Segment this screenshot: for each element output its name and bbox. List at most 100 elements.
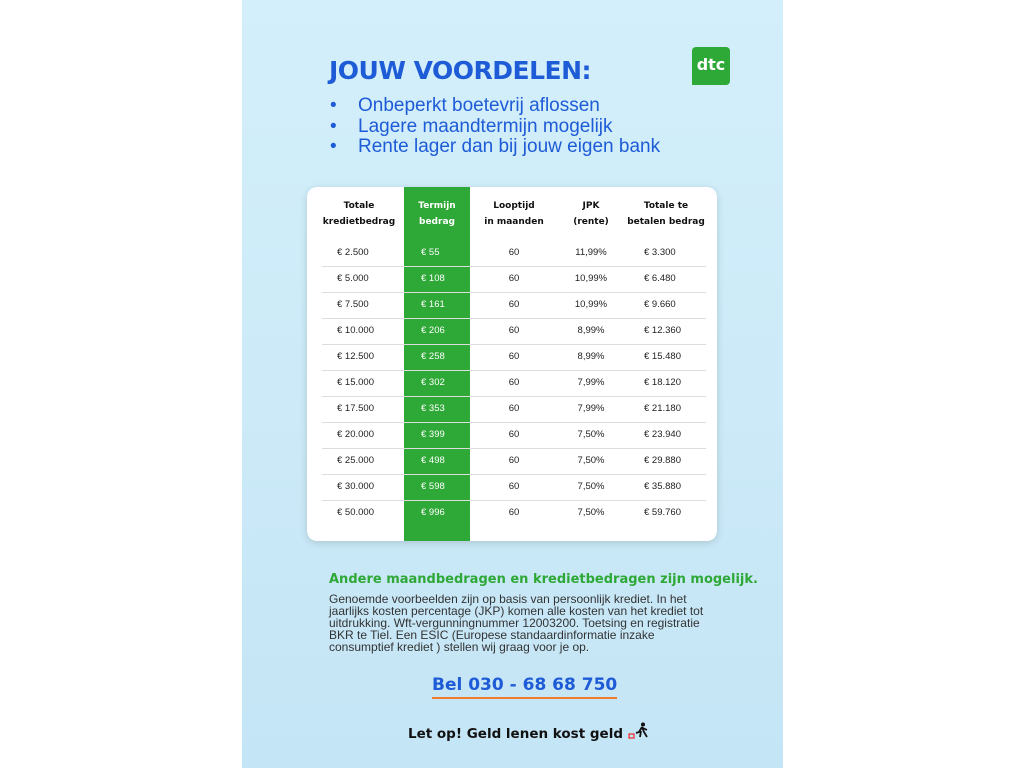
bullet-text: Rente lager dan bij jouw eigen bank bbox=[358, 136, 661, 157]
table-cell: € 2.500 bbox=[337, 247, 369, 258]
table-cell: € 18.120 bbox=[644, 377, 681, 388]
row-divider bbox=[322, 266, 706, 267]
column-header: Totale te bbox=[643, 201, 689, 211]
phone-link[interactable]: Bel 030 - 68 68 750 bbox=[432, 675, 618, 699]
row-divider bbox=[322, 474, 706, 475]
table-cell: € 17.500 bbox=[337, 403, 374, 414]
bullet-dot: • bbox=[330, 115, 337, 137]
table-cell: € 12.360 bbox=[644, 325, 681, 336]
warning-icon bbox=[628, 722, 648, 739]
column-header: JPK bbox=[582, 201, 600, 211]
column-header: Totale bbox=[343, 201, 375, 211]
row-divider bbox=[322, 370, 706, 371]
note-line: uitdrukking. Wft-vergunningnummer 120032… bbox=[329, 616, 700, 630]
table-cell: € 59.760 bbox=[644, 507, 681, 518]
table-cell: 7,50% bbox=[577, 481, 605, 492]
table-cell: 60 bbox=[508, 299, 520, 310]
table-cell: € 55 bbox=[421, 247, 440, 258]
table-cell: € 206 bbox=[421, 325, 445, 336]
table-cell: 60 bbox=[508, 351, 520, 362]
table-card: Totale kredietbedrag Termijn bedrag Looptijd… bbox=[307, 187, 717, 541]
note-line: BKR te Tiel. Een ESIC (Europese standaar… bbox=[329, 628, 655, 642]
table-cell: 60 bbox=[508, 455, 520, 466]
table-cell: € 161 bbox=[421, 299, 445, 310]
table-cell: € 10.000 bbox=[337, 325, 374, 336]
table-cell: € 302 bbox=[421, 377, 445, 388]
table-cell: € 353 bbox=[421, 403, 445, 414]
table-cell: 7,50% bbox=[577, 507, 605, 518]
table-cell: € 498 bbox=[421, 455, 445, 466]
table-cell: € 12.500 bbox=[337, 351, 374, 362]
bullet-dot: • bbox=[330, 95, 337, 116]
table-cell: 60 bbox=[508, 403, 520, 414]
table-cell: € 25.000 bbox=[337, 455, 374, 466]
table-cell: € 20.000 bbox=[337, 429, 374, 440]
table-cell: € 29.880 bbox=[644, 455, 681, 466]
column-header: betalen bedrag bbox=[627, 217, 705, 227]
note-heading: Andere maandbedragen en kredietbedragen … bbox=[329, 572, 758, 587]
table-cell: € 598 bbox=[421, 481, 445, 492]
column-header: Looptijd bbox=[493, 201, 535, 211]
column-header: in maanden bbox=[484, 217, 544, 227]
table-cell: € 9.660 bbox=[644, 299, 676, 310]
column-header: Termijn bbox=[418, 201, 456, 211]
row-divider bbox=[322, 500, 706, 501]
column-header: kredietbedrag bbox=[322, 217, 396, 227]
logo: dtc bbox=[692, 47, 730, 85]
warning-text: Let op! Geld lenen kost geld bbox=[408, 726, 623, 742]
table-cell: 10,99% bbox=[574, 273, 608, 284]
table-cell: 10,99% bbox=[574, 299, 608, 310]
table-cell: 60 bbox=[508, 247, 520, 258]
row-divider bbox=[322, 422, 706, 423]
table-cell: € 7.500 bbox=[337, 299, 369, 310]
table-cell: € 30.000 bbox=[337, 481, 374, 492]
note-line: consumptief krediet ) stellen wij graag … bbox=[329, 640, 590, 654]
warning: Let op! Geld lenen kost geld bbox=[408, 722, 650, 742]
row-divider bbox=[322, 448, 706, 449]
bullet-text: Onbeperkt boetevrij aflossen bbox=[358, 95, 600, 116]
highlight-column bbox=[404, 187, 470, 541]
table-cell: 8,99% bbox=[577, 351, 605, 362]
table-cell: € 23.940 bbox=[644, 429, 681, 440]
table-cell: 8,99% bbox=[577, 325, 605, 336]
row-divider bbox=[322, 292, 706, 293]
table-cell: € 3.300 bbox=[644, 247, 676, 258]
table-cell: € 15.000 bbox=[337, 377, 374, 388]
note-line: Genoemde voorbeelden zijn op basis van p… bbox=[329, 592, 687, 606]
bullet-dot: • bbox=[330, 136, 337, 157]
table-cell: € 50.000 bbox=[337, 507, 374, 518]
table-cell: 60 bbox=[508, 325, 520, 336]
column-header: bedrag bbox=[419, 217, 455, 227]
table-cell: € 996 bbox=[421, 507, 445, 518]
table-cell: € 6.480 bbox=[644, 273, 676, 284]
table-cell: € 15.480 bbox=[644, 351, 681, 362]
table-cell: 7,50% bbox=[577, 429, 605, 440]
table-cell: € 21.180 bbox=[644, 403, 681, 414]
table-cell: 11,99% bbox=[575, 247, 607, 258]
table-cell: 60 bbox=[508, 377, 520, 388]
title: JOUW VOORDELEN: bbox=[329, 56, 592, 85]
table-cell: 60 bbox=[508, 273, 520, 284]
note-line: jaarlijks kosten percentage (JKP) komen … bbox=[329, 604, 704, 618]
table-cell: 60 bbox=[508, 507, 520, 518]
table-cell: € 35.880 bbox=[644, 481, 681, 492]
bullet-text: Lagere maandtermijn mogelijk bbox=[358, 115, 613, 137]
flyer: JOUW VOORDELEN: dtc • Onbeperkt boetevrij… bbox=[242, 0, 783, 768]
column-header: (rente) bbox=[573, 217, 609, 227]
table-cell: € 108 bbox=[421, 273, 445, 284]
table-cell: 7,99% bbox=[577, 377, 605, 388]
table-cell: 60 bbox=[508, 481, 520, 492]
table-cell: € 5.000 bbox=[337, 273, 369, 284]
bullet: • Lagere maandtermijn mogelijk bbox=[330, 116, 613, 138]
bullet: • Rente lager dan bij jouw eigen bank bbox=[330, 136, 660, 158]
table-cell: 7,99% bbox=[577, 403, 605, 414]
table-cell: 7,50% bbox=[577, 455, 605, 466]
table-cell: € 258 bbox=[421, 351, 445, 362]
row-divider bbox=[322, 318, 706, 319]
bullet: • Onbeperkt boetevrij aflossen bbox=[330, 95, 600, 117]
table-cell: € 399 bbox=[421, 429, 445, 440]
row-divider bbox=[322, 396, 706, 397]
table-cell: 60 bbox=[508, 429, 520, 440]
